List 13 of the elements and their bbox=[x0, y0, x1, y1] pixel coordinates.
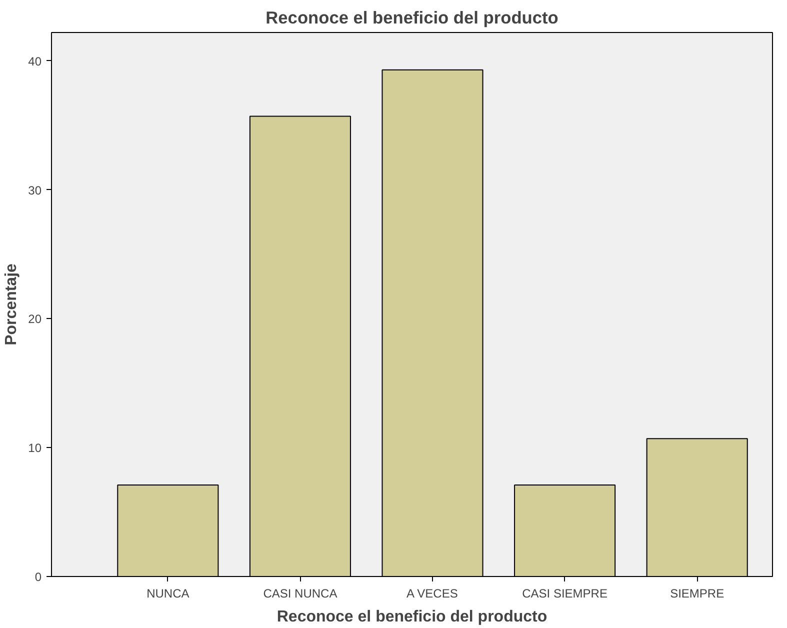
y-tick-label: 20 bbox=[28, 312, 42, 326]
y-tick-label: 10 bbox=[28, 441, 42, 456]
x-tick-label: CASI NUNCA bbox=[263, 586, 338, 600]
x-axis-title: Reconoce el beneficio del producto bbox=[276, 608, 548, 626]
x-tick-label: A VECES bbox=[406, 586, 458, 600]
x-tick-label: CASI SIEMPRE bbox=[522, 586, 608, 600]
x-tick-label: NUNCA bbox=[146, 586, 190, 600]
chart-title: Reconoce el beneficio del producto bbox=[266, 8, 558, 28]
x-tick-label: SIEMPRE bbox=[670, 586, 724, 600]
y-tick-label: 0 bbox=[34, 570, 42, 584]
y-tick-label: 30 bbox=[28, 183, 42, 198]
y-axis-title: Porcentaje bbox=[3, 263, 20, 346]
y-tick-label: 40 bbox=[28, 54, 42, 68]
